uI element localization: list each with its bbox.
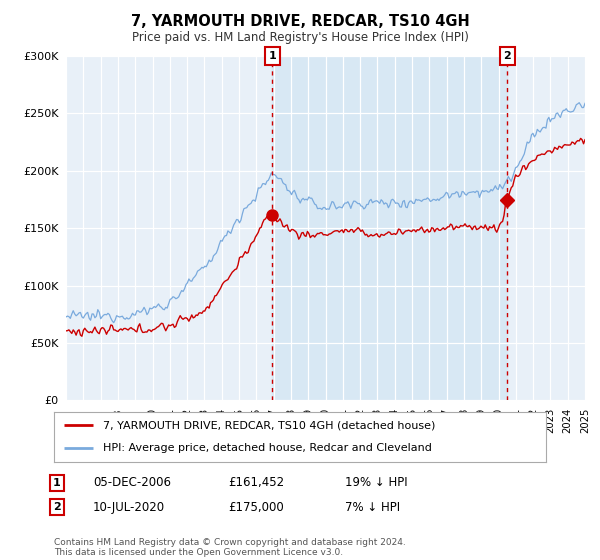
Text: 19% ↓ HPI: 19% ↓ HPI <box>345 476 407 489</box>
Bar <box>272 56 508 400</box>
Text: £175,000: £175,000 <box>228 501 284 514</box>
Text: 7, YARMOUTH DRIVE, REDCAR, TS10 4GH (detached house): 7, YARMOUTH DRIVE, REDCAR, TS10 4GH (det… <box>103 420 436 430</box>
Text: 05-DEC-2006: 05-DEC-2006 <box>93 476 171 489</box>
Text: 1: 1 <box>268 51 276 61</box>
Text: 2: 2 <box>53 502 61 512</box>
Text: 10-JUL-2020: 10-JUL-2020 <box>93 501 165 514</box>
Text: Contains HM Land Registry data © Crown copyright and database right 2024.
This d: Contains HM Land Registry data © Crown c… <box>54 538 406 557</box>
Text: 7, YARMOUTH DRIVE, REDCAR, TS10 4GH: 7, YARMOUTH DRIVE, REDCAR, TS10 4GH <box>131 14 469 29</box>
Text: Price paid vs. HM Land Registry's House Price Index (HPI): Price paid vs. HM Land Registry's House … <box>131 31 469 44</box>
Text: 7% ↓ HPI: 7% ↓ HPI <box>345 501 400 514</box>
Text: HPI: Average price, detached house, Redcar and Cleveland: HPI: Average price, detached house, Redc… <box>103 444 432 454</box>
Text: 1: 1 <box>53 478 61 488</box>
Text: £161,452: £161,452 <box>228 476 284 489</box>
Text: 2: 2 <box>503 51 511 61</box>
